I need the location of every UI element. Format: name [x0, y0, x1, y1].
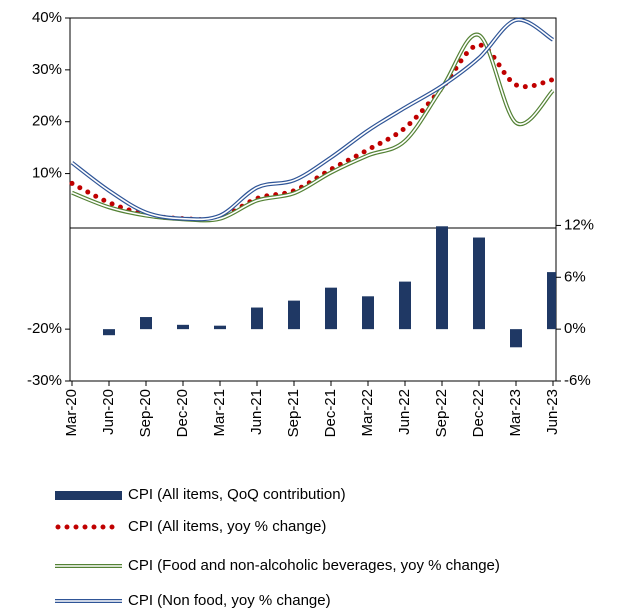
bar: [140, 317, 152, 330]
y2-tick-label: 12%: [564, 216, 594, 233]
y-tick-label: -20%: [27, 320, 62, 337]
legend-swatch: [55, 491, 122, 500]
x-tick-label: Sep-22: [433, 389, 450, 437]
y-tick-label: 40%: [32, 9, 62, 26]
x-tick-label: Jun-21: [248, 389, 265, 435]
line-inner: [71, 34, 554, 222]
bar: [473, 237, 485, 330]
line: [71, 32, 555, 223]
bar: [547, 272, 556, 330]
y2-tick-label: -6%: [564, 372, 591, 389]
x-tick-label: Dec-20: [174, 389, 191, 437]
x-tick-label: Jun-23: [544, 389, 561, 435]
y-tick-label: 20%: [32, 113, 62, 130]
line-inner: [71, 19, 554, 221]
line: [69, 42, 556, 223]
bar: [325, 287, 337, 330]
bar: [399, 281, 411, 330]
x-tick-label: Mar-23: [507, 389, 524, 437]
bar: [510, 329, 522, 348]
x-tick-label: Sep-20: [137, 389, 154, 437]
bar: [362, 296, 374, 330]
y-tick-label: 30%: [32, 61, 62, 78]
bar: [177, 324, 189, 330]
legend-label: CPI (All items, QoQ contribution): [128, 486, 346, 503]
x-tick-label: Dec-22: [470, 389, 487, 437]
x-tick-label: Dec-21: [322, 389, 339, 437]
line: [70, 17, 555, 222]
legend-label: CPI (Non food, yoy % change): [128, 592, 331, 609]
bar: [103, 329, 115, 336]
x-tick-label: Jun-20: [100, 389, 117, 435]
y2-tick-label: 0%: [564, 320, 586, 337]
y-tick-label: 10%: [32, 165, 62, 182]
x-tick-label: Mar-20: [63, 389, 80, 437]
bar: [436, 226, 448, 330]
legend-label: CPI (Food and non-alcoholic beverages, y…: [128, 557, 500, 574]
y2-tick-label: 6%: [564, 268, 586, 285]
x-tick-label: Mar-22: [359, 389, 376, 437]
bar: [288, 300, 300, 330]
x-tick-label: Sep-21: [285, 389, 302, 437]
x-tick-label: Jun-22: [396, 389, 413, 435]
legend-label: CPI (All items, yoy % change): [128, 518, 326, 535]
bar: [214, 325, 226, 330]
plot-frame: [69, 17, 557, 382]
x-tick-label: Mar-21: [211, 389, 228, 437]
bar: [251, 307, 263, 330]
y-tick-label: -30%: [27, 372, 62, 389]
